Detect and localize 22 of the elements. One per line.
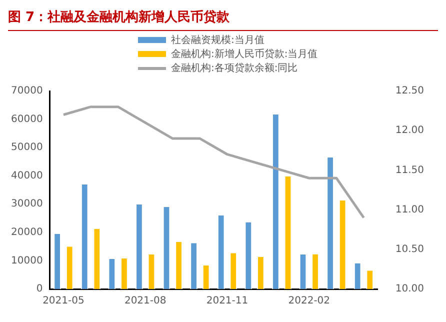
x-tick-label: 2021-05 [42,296,84,307]
legend-label: 社会融资规模:当月值 [171,34,264,47]
legend-label: 金融机构:新增人民币贷款:当月值 [171,48,318,61]
y2-tick-label: 10.50 [395,244,424,255]
y-tick-label: 20000 [11,227,43,238]
y-tick-label: 40000 [11,170,43,182]
y2-tick-label: 12.50 [395,86,424,97]
y-tick-label: 10000 [11,255,43,266]
y-tick-label: 0 [36,284,43,295]
y-tick-label: 50000 [11,142,43,154]
chart-title: 图 7：社融及金融机构新增人民币贷款 [8,8,438,31]
x-tick-label: 2022-02 [288,296,330,307]
y2-tick-label: 11.50 [395,164,424,176]
legend-label: 金融机构:各项贷款余额:同比 [171,62,298,75]
x-tick-label: 2021-08 [124,296,166,307]
y2-tick-label: 10.00 [395,284,424,295]
y-tick-label: 60000 [11,114,43,125]
y2-tick-label: 11.00 [395,204,424,216]
y-tick-label: 70000 [11,86,43,97]
x-tick-label: 2021-11 [206,296,248,307]
y-tick-label: 30000 [11,198,43,210]
y2-tick-label: 12.00 [395,125,424,136]
